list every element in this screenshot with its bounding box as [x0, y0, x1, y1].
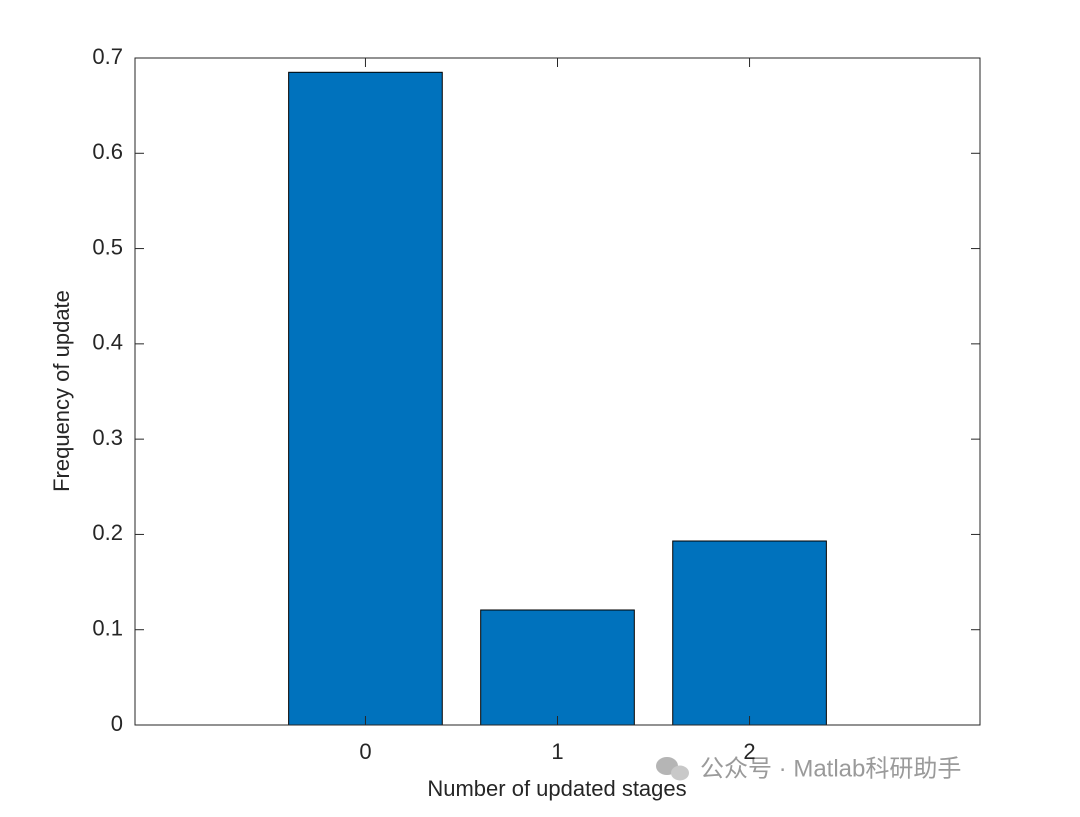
y-tick-label: 0.6 [92, 139, 123, 164]
watermark: 公众号 · Matlab科研助手 [700, 755, 961, 782]
y-tick-label: 0.4 [92, 330, 123, 355]
watermark-icon [656, 757, 689, 781]
y-tick-label: 0.3 [92, 425, 123, 450]
y-tick-label: 0.5 [92, 234, 123, 259]
bar [672, 540, 827, 726]
y-tick-label: 0 [111, 711, 123, 736]
y-tick-label: 0.2 [92, 520, 123, 545]
bar [480, 609, 635, 726]
y-axis-label: Frequency of update [49, 290, 74, 492]
y-tick-label: 0.7 [92, 44, 123, 69]
x-tick-label: 1 [551, 739, 563, 764]
x-axis-label: Number of updated stages [427, 776, 686, 801]
x-tick-label: 2 [743, 739, 755, 764]
y-tick-label: 0.1 [92, 616, 123, 641]
x-tick-label: 0 [359, 739, 371, 764]
bar [288, 71, 443, 726]
